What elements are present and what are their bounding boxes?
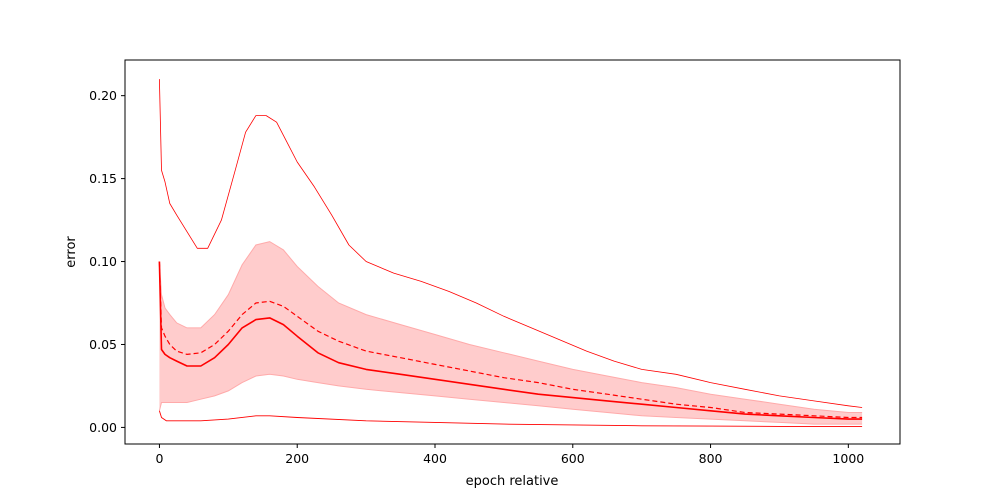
mean-line (158, 261, 863, 419)
y-axis-ticks: 0.00 0.05 0.10 0.15 0.20 (89, 88, 125, 435)
x-tick-label: 200 (285, 451, 309, 466)
std-band-layer (158, 241, 863, 425)
x-axis-label: epoch relative (466, 474, 559, 489)
x-tick-label: 400 (423, 451, 447, 466)
band-upper-edge (158, 241, 863, 413)
std-band (159, 241, 863, 425)
series-layer (158, 79, 863, 428)
median-line (158, 261, 863, 420)
band-lower-edge (158, 373, 863, 425)
x-tick-label: 600 (561, 451, 585, 466)
x-tick-label: 1000 (832, 451, 864, 466)
x-tick-label: 0 (155, 451, 163, 466)
x-tick-label: 800 (699, 451, 723, 466)
y-tick-label: 0.15 (89, 171, 117, 186)
plot-frame (124, 59, 901, 445)
max-line (159, 79, 863, 408)
y-tick-label: 0.10 (89, 254, 117, 269)
y-tick-label: 0.05 (89, 337, 117, 352)
y-axis-label: error (64, 236, 79, 268)
y-tick-label: 0.20 (89, 88, 117, 103)
y-tick-label: 0.00 (89, 420, 117, 435)
x-axis-ticks: 0 200 400 600 800 1000 (155, 444, 864, 466)
min-line (158, 410, 863, 428)
